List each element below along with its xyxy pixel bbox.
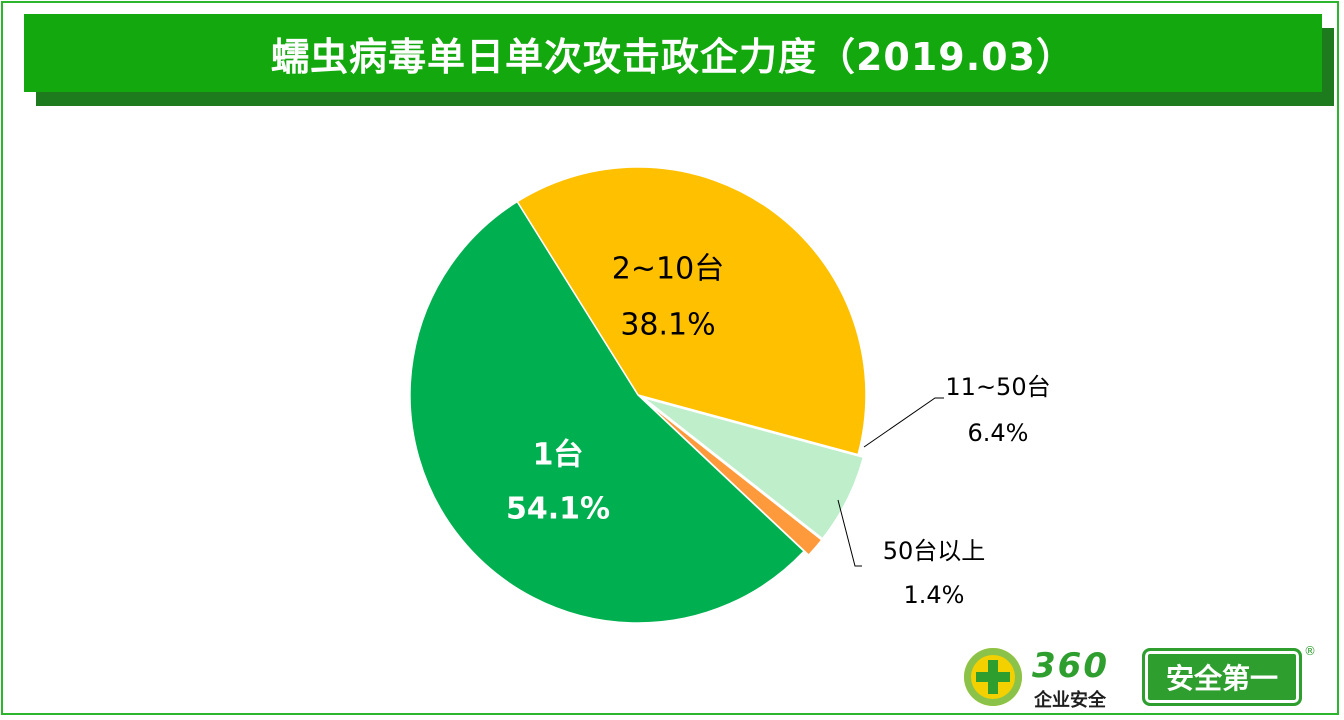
slice-value-label: 38.1% bbox=[620, 308, 715, 343]
slice-label: 11~50台 bbox=[945, 373, 1050, 401]
slice-label: 2~10台 bbox=[612, 252, 724, 287]
logo-subtitle: 企业安全 bbox=[1034, 690, 1106, 711]
pie-slice bbox=[409, 200, 806, 624]
slice-label: 50台以上 bbox=[883, 537, 986, 565]
logo-number: 360 bbox=[1032, 646, 1109, 686]
pie-slice bbox=[516, 166, 867, 456]
logo-slogan: 安全第一 bbox=[1142, 648, 1302, 706]
pie-slice bbox=[642, 396, 865, 540]
pie-slice bbox=[642, 398, 823, 557]
registered-mark: ® bbox=[1304, 644, 1316, 658]
brand-logo: 360 企业安全 安全第一 ® bbox=[964, 644, 1316, 711]
leader-line bbox=[837, 499, 862, 567]
slice-label: 1台 bbox=[533, 438, 584, 473]
chart-title: 蠕虫病毒单日单次攻击政企力度（2019.03） bbox=[24, 14, 1322, 92]
slice-value-label: 6.4% bbox=[968, 419, 1029, 447]
leader-line bbox=[863, 397, 944, 448]
slice-value-label: 54.1% bbox=[506, 492, 610, 527]
slice-value-label: 1.4% bbox=[904, 581, 965, 609]
plus-shield-icon bbox=[964, 648, 1022, 706]
